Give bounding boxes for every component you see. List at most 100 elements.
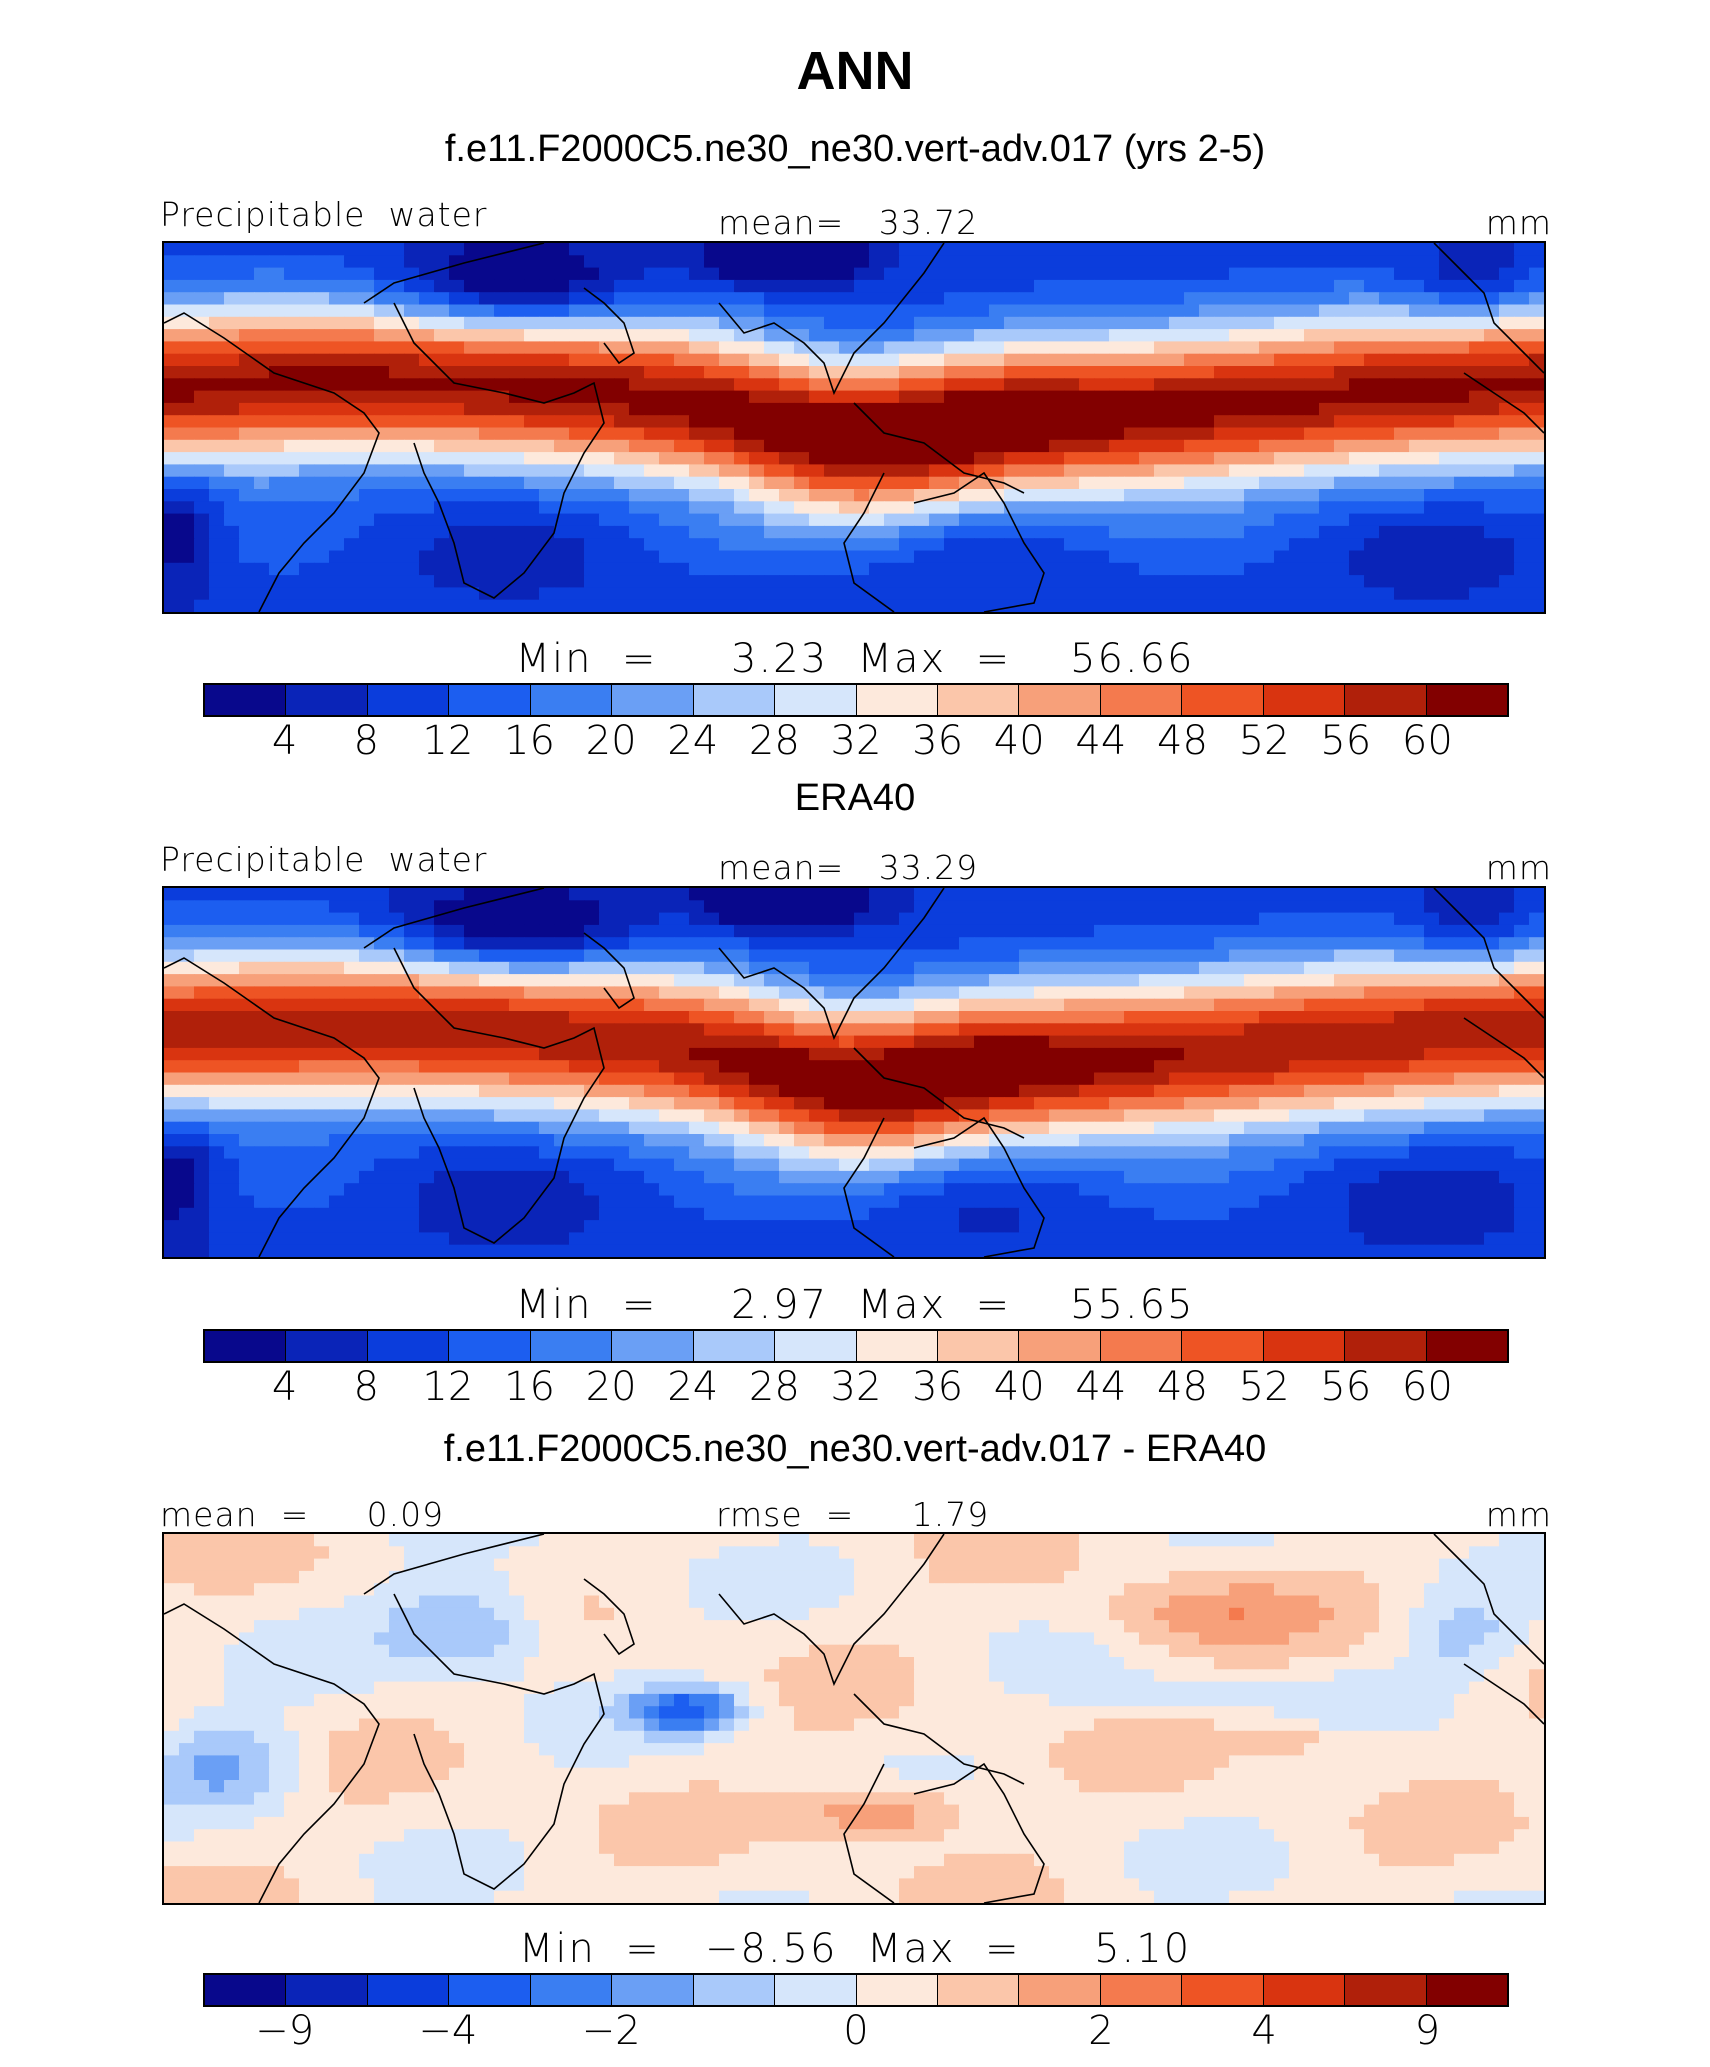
- field-cell: [1109, 599, 1125, 612]
- field-cell: [749, 974, 765, 987]
- field-cell: [1034, 986, 1050, 1000]
- field-cell: [1319, 501, 1335, 515]
- field-cell: [1334, 900, 1350, 914]
- field-cell: [779, 402, 795, 416]
- field-cell: [284, 255, 300, 269]
- field-cell: [644, 341, 660, 355]
- field-cell: [1124, 974, 1140, 987]
- field-cell: [1244, 1072, 1260, 1086]
- field-cell: [689, 1146, 705, 1160]
- field-cell: [1334, 279, 1350, 293]
- field-cell: [389, 599, 405, 612]
- field-cell: [794, 1084, 810, 1098]
- field-cell: [1469, 998, 1485, 1012]
- field-cell: [929, 1097, 945, 1110]
- field-cell: [629, 439, 645, 453]
- field-cell: [824, 243, 840, 256]
- field-cell: [1499, 1097, 1515, 1110]
- field-cell: [1379, 378, 1395, 392]
- field-cell: [914, 900, 930, 914]
- field-cell: [1184, 501, 1200, 515]
- field-cell: [1154, 937, 1170, 951]
- field-cell: [1499, 1023, 1515, 1037]
- field-cell: [1079, 341, 1095, 355]
- colorbar-swatch: [937, 685, 1020, 715]
- field-cell: [479, 1158, 495, 1172]
- field-cell: [629, 1109, 645, 1123]
- field-cell: [689, 900, 705, 914]
- field-cell: [1289, 1121, 1305, 1135]
- field-cell: [1199, 513, 1215, 527]
- field-cell: [1484, 912, 1500, 926]
- field-cell: [1289, 1072, 1305, 1086]
- field-cell: [719, 912, 735, 926]
- field-cell: [1109, 986, 1125, 1000]
- field-cell: [539, 353, 555, 367]
- field-cell: [899, 464, 915, 478]
- field-cell: [1484, 353, 1500, 367]
- field-cell: [749, 464, 765, 478]
- field-cell: [1439, 912, 1455, 926]
- field-cell: [1229, 1084, 1245, 1098]
- field-cell: [179, 390, 195, 404]
- field-cell: [329, 562, 345, 576]
- field-cell: [179, 415, 195, 429]
- field-cell: [494, 961, 510, 975]
- field-cell: [179, 439, 195, 453]
- field-cell: [344, 378, 360, 392]
- field-cell: [179, 1158, 195, 1172]
- field-cell: [1094, 998, 1110, 1012]
- field-cell: [314, 1060, 330, 1074]
- field-cell: [1379, 513, 1395, 527]
- field-cell: [389, 390, 405, 404]
- field-cell: [614, 304, 630, 318]
- field-cell: [1169, 243, 1185, 256]
- field-cell: [1214, 550, 1230, 564]
- field-cell: [689, 575, 705, 588]
- field-cell: [1394, 924, 1410, 938]
- field-cell: [794, 464, 810, 478]
- field-cell: [494, 1011, 510, 1024]
- field-cell: [809, 1146, 825, 1160]
- field-cell: [194, 427, 210, 441]
- field-cell: [164, 1035, 180, 1049]
- field-cell: [254, 1109, 270, 1123]
- field-cell: [404, 575, 420, 588]
- field-cell: [1259, 292, 1275, 306]
- field-cell: [224, 279, 240, 293]
- field-cell: [344, 1023, 360, 1037]
- field-cell: [299, 415, 315, 429]
- field-cell: [704, 390, 720, 404]
- field-cell: [1049, 402, 1065, 416]
- field-cell: [1484, 599, 1500, 612]
- field-cell: [254, 587, 270, 601]
- field-cell: [1394, 974, 1410, 987]
- field-cell: [1379, 974, 1395, 987]
- field-cell: [794, 427, 810, 441]
- field-cell: [689, 476, 705, 490]
- field-cell: [644, 1109, 660, 1123]
- field-cell: [1274, 353, 1290, 367]
- field-cell: [1124, 1011, 1140, 1024]
- field-cell: [434, 587, 450, 601]
- field-cell: [1289, 888, 1305, 901]
- field-cell: [344, 316, 360, 330]
- field-cell: [1214, 912, 1230, 926]
- field-cell: [749, 292, 765, 306]
- field-cell: [884, 550, 900, 564]
- field-cell: [1529, 1146, 1544, 1160]
- field-cell: [689, 267, 705, 281]
- field-cell: [899, 924, 915, 938]
- field-cell: [164, 1158, 180, 1172]
- field-cell: [554, 353, 570, 367]
- field-cell: [539, 599, 555, 612]
- field-cell: [449, 341, 465, 355]
- field-cell: [614, 513, 630, 527]
- field-cell: [599, 562, 615, 576]
- field-cell: [344, 243, 360, 256]
- field-cell: [1499, 378, 1515, 392]
- field-cell: [329, 513, 345, 527]
- field-cell: [809, 912, 825, 926]
- field-cell: [1094, 1170, 1110, 1184]
- field-cell: [599, 587, 615, 601]
